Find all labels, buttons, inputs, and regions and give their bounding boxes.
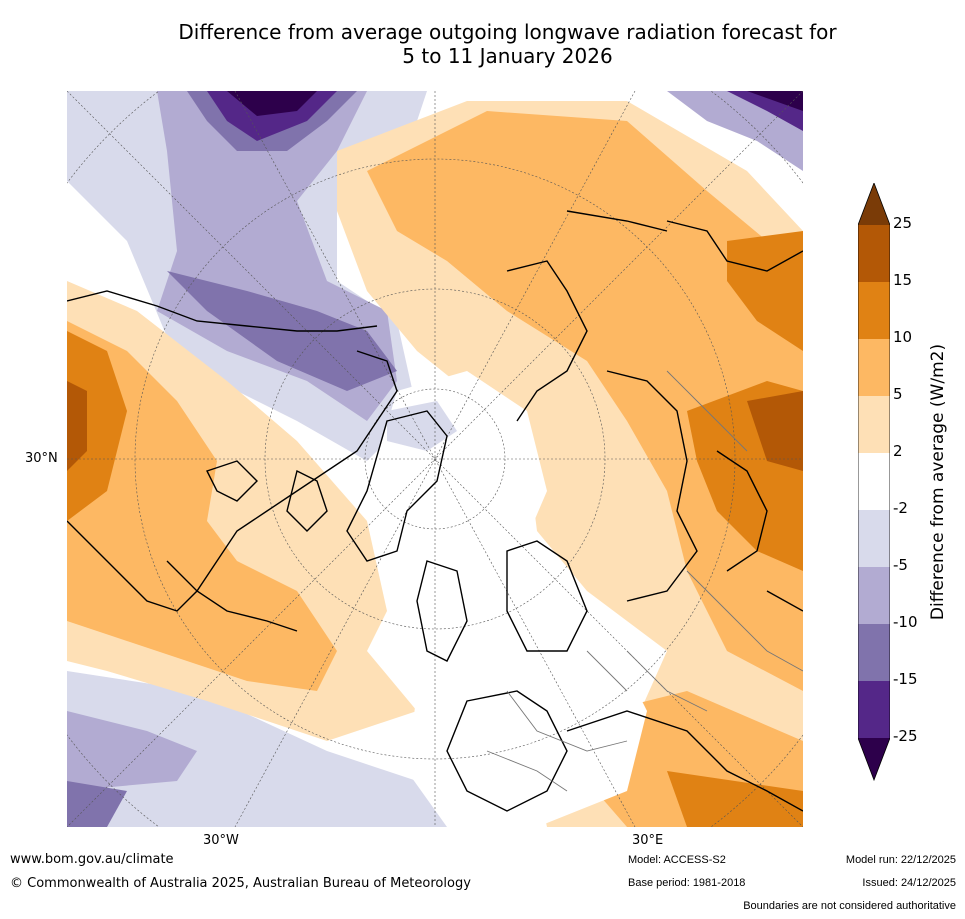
colorbar-bin: [858, 282, 890, 339]
website-link[interactable]: www.bom.gov.au/climate: [10, 852, 174, 867]
colorbar-bin: [858, 510, 890, 567]
anomaly-region-negative: [387, 401, 457, 451]
colorbar-tick: 15: [893, 271, 913, 289]
colorbar-bin: [858, 396, 890, 453]
colorbar-bin: [858, 339, 890, 396]
anomaly-region-positive: [67, 321, 337, 691]
colorbar-tick: 10: [893, 328, 913, 346]
title-line-1: Difference from average outgoing longwav…: [178, 20, 837, 44]
colorbar-tick: -10: [893, 613, 918, 631]
model-run-date: Model run: 22/12/2025: [845, 854, 956, 866]
longitude-label-30e: 30°E: [632, 833, 664, 848]
anomaly-region-negative: [747, 91, 803, 111]
colorbar-title: Difference from average (W/m2): [928, 343, 948, 621]
colorbar-tick: 5: [893, 385, 903, 403]
anomaly-region-negative: [67, 711, 197, 791]
graticule: [67, 91, 803, 827]
colorbar-tick: -5: [893, 556, 908, 574]
anomaly-region-negative: [67, 781, 127, 827]
anomaly-region-positive: [67, 381, 87, 471]
latitude-label-30n: 30°N: [25, 451, 58, 466]
issued-date: Issued: 24/12/2025: [862, 877, 956, 889]
base-period: Base period: 1981-2018: [628, 877, 746, 889]
colorbar-tick: -15: [893, 670, 918, 688]
polar-map: [67, 91, 803, 827]
title-line-2: 5 to 11 January 2026: [402, 44, 613, 68]
anomaly-region-positive: [67, 331, 127, 521]
coastlines: [67, 210, 803, 812]
colorbar-bin: [858, 681, 890, 738]
anomaly-region-positive: [667, 771, 803, 827]
country-borders: [486, 370, 803, 792]
colorbar-tick: 25: [893, 214, 913, 232]
copyright-text: © Commonwealth of Australia 2025, Austra…: [10, 876, 471, 891]
colorbar-bin: [858, 624, 890, 681]
colorbar-tick: -2: [893, 499, 908, 517]
colorbar-extend-bottom: [858, 738, 890, 780]
colorbar-tick: -25: [893, 727, 918, 745]
anomaly-region-negative: [167, 271, 397, 391]
colorbar-bin: [858, 225, 890, 282]
colorbar-extend-top: [858, 183, 890, 225]
anomaly-region-positive: [747, 391, 803, 471]
anomaly-region-neutral: [407, 591, 647, 827]
colorbar-bin: [858, 567, 890, 624]
colorbar-bin: [858, 453, 890, 510]
longitude-label-30w: 30°W: [203, 833, 239, 848]
map-canvas: [67, 91, 803, 827]
colorbar: [858, 183, 890, 782]
colorbar-tick: 2: [893, 442, 903, 460]
anomaly-region-negative: [227, 91, 317, 116]
boundaries-disclaimer: Boundaries are not considered authoritat…: [743, 900, 956, 912]
model-name: Model: ACCESS-S2: [628, 854, 726, 866]
chart-title: Difference from average outgoing longwav…: [60, 20, 955, 68]
